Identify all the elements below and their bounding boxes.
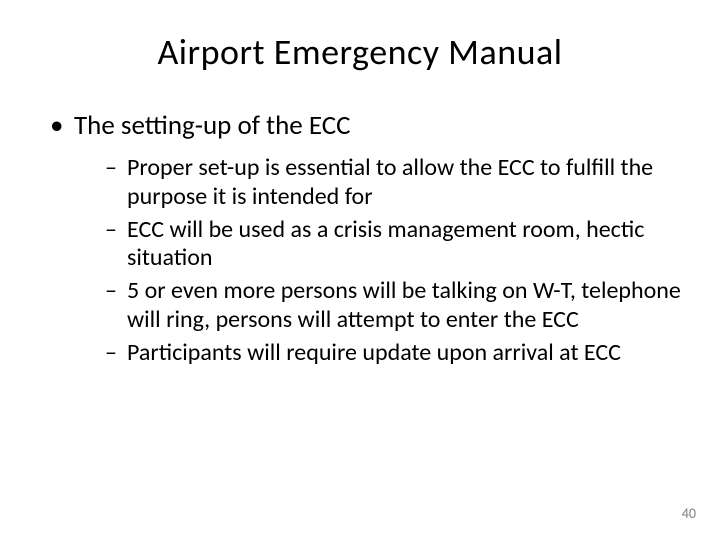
slide-container: Airport Emergency Manual The setting-up … bbox=[0, 0, 720, 540]
sub-bullet-item: Proper set-up is essential to allow the … bbox=[105, 154, 700, 212]
sub-bullet-item: Participants will require update upon ar… bbox=[105, 339, 700, 368]
slide-title: Airport Emergency Manual bbox=[20, 30, 700, 74]
main-bullet: The setting-up of the ECC bbox=[50, 109, 700, 142]
page-number: 40 bbox=[682, 505, 696, 522]
sub-bullet-list: Proper set-up is essential to allow the … bbox=[50, 154, 700, 368]
sub-bullet-item: ECC will be used as a crisis management … bbox=[105, 216, 700, 274]
sub-bullet-item: 5 or even more persons will be talking o… bbox=[105, 277, 700, 335]
slide-content: The setting-up of the ECC Proper set-up … bbox=[20, 109, 700, 368]
